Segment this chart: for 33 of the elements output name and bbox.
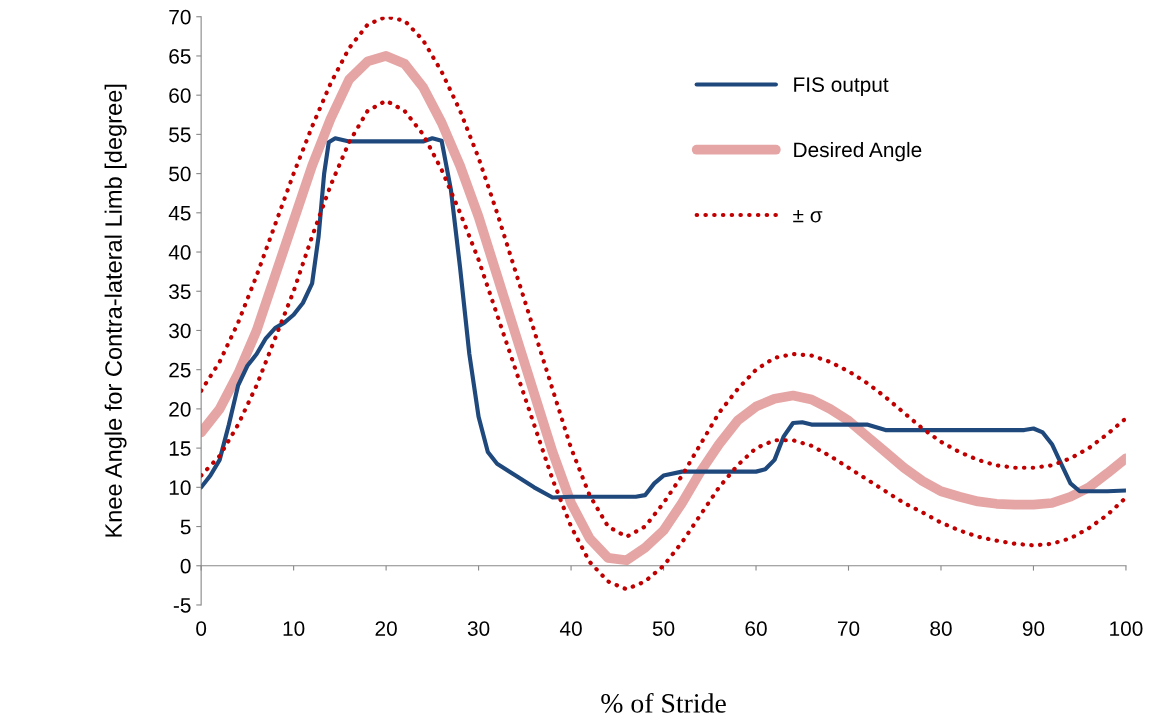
legend-label: ± σ	[793, 209, 823, 223]
x-tick-label: 90	[1022, 621, 1045, 636]
y-tick-label: 40	[168, 245, 191, 260]
x-tick-label: 80	[930, 621, 952, 636]
y-tick-label: 60	[169, 88, 191, 103]
y-tick-label: 20	[169, 401, 191, 417]
y-tick-label: 30	[169, 323, 191, 339]
y-tick-label: 0	[180, 558, 191, 574]
x-tick-label: 30	[467, 621, 490, 636]
legend-label: Desired Angle	[794, 141, 922, 162]
x-tick-label: 50	[652, 621, 675, 636]
x-axis-title: % of Stride	[601, 692, 726, 713]
x-tick-label: 70	[837, 621, 860, 636]
y-axis-title: Knee Angle for Contra-lateral Limb [degree]	[104, 84, 127, 537]
y-tick-label: -5	[173, 598, 191, 613]
legend-label: FIS output	[794, 77, 889, 97]
y-tick-label: 50	[169, 166, 191, 182]
y-tick-label: 5	[180, 519, 191, 535]
y-tick-label: 45	[168, 206, 191, 221]
x-tick-label: 60	[745, 621, 767, 636]
y-tick-label: 55	[169, 127, 191, 143]
line-series	[201, 136, 1126, 500]
y-tick-label: 70	[169, 9, 191, 25]
x-tick-label: 0	[196, 621, 207, 636]
y-tick-label: 35	[169, 284, 191, 299]
y-tick-label: 15	[169, 441, 191, 456]
x-tick-label: 20	[375, 621, 397, 636]
x-tick-label: 40	[559, 621, 582, 636]
y-tick-label: 25	[169, 362, 191, 378]
y-tick-label: 10	[169, 480, 191, 496]
x-tick-label: 10	[283, 621, 305, 636]
x-tick-label: 100	[1110, 621, 1143, 636]
y-tick-label: 65	[169, 48, 191, 64]
